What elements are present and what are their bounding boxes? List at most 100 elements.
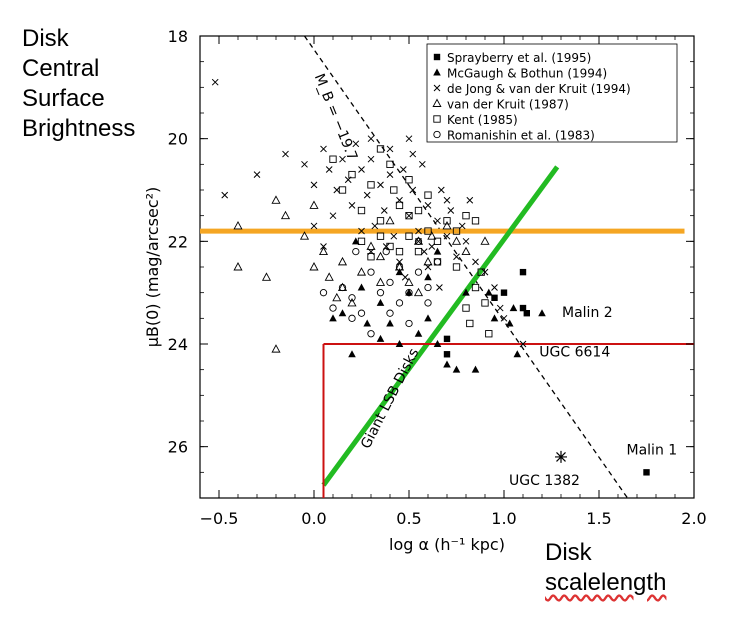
- point-square-open: [424, 191, 432, 199]
- point-triangle-open: [480, 236, 490, 245]
- legend-entry: Romanishin et al. (1983): [447, 129, 595, 143]
- x-tick-label: 0.5: [396, 509, 421, 528]
- point-square-open: [357, 206, 366, 215]
- point-x: [466, 196, 474, 204]
- reference-line: [321, 165, 560, 487]
- x-tick-label: 1.0: [491, 509, 516, 528]
- point-triangle-open: [356, 267, 367, 276]
- point-triangle-filled: [424, 273, 432, 281]
- point-x: [399, 166, 407, 173]
- point-x: [377, 181, 384, 189]
- point-triangle-open: [366, 241, 376, 250]
- point-square-open: [466, 319, 474, 328]
- point-triangle-filled: [357, 283, 366, 291]
- legend-entry: McGaugh & Bothun (1994): [447, 67, 607, 81]
- point-circle-open: [376, 289, 385, 297]
- point-circle-open: [348, 314, 356, 322]
- legend-entry: Kent (1985): [447, 113, 518, 127]
- point-square-open: [367, 253, 375, 261]
- point-circle-open: [367, 330, 375, 338]
- point-square-open: [357, 237, 366, 245]
- point-label: UGC 1382: [509, 473, 580, 489]
- point-triangle-open: [423, 256, 433, 266]
- point-triangle-open: [442, 220, 452, 230]
- point-triangle-filled: [433, 247, 442, 255]
- point-triangle-filled: [505, 319, 514, 327]
- point-x: [363, 191, 371, 199]
- point-square-open: [485, 330, 493, 338]
- point-circle-open: [395, 299, 404, 307]
- point-square-open: [386, 160, 394, 168]
- point-x: [386, 171, 394, 178]
- point-x: [481, 268, 489, 276]
- point-x: [500, 314, 508, 322]
- point-square-open: [376, 145, 385, 153]
- point-square-open: [462, 212, 470, 220]
- point-triangle-filled: [462, 288, 470, 296]
- point-triangle-filled: [386, 319, 394, 327]
- line-label: M_B = −19.7: [311, 72, 360, 163]
- point-triangle-open: [375, 277, 386, 286]
- right-side-label: Disk scalelength: [545, 538, 666, 598]
- point-triangle-open: [261, 272, 272, 281]
- point-square-open: [462, 304, 470, 312]
- right-label-line: Disk: [545, 539, 592, 566]
- point-circle-open: [405, 289, 413, 297]
- point-square-open: [477, 268, 485, 276]
- point-x: [371, 222, 379, 230]
- point-x: [405, 212, 413, 220]
- point-triangle-filled: [414, 329, 423, 337]
- point-circle-open: [424, 283, 432, 292]
- point-triangle-filled: [513, 350, 522, 358]
- point-circle-open: [348, 294, 356, 302]
- point-x: [409, 150, 417, 158]
- point-x: [415, 237, 422, 245]
- point-square-filled: [433, 53, 441, 61]
- left-label-line: Disk: [22, 25, 69, 52]
- point-square-open: [390, 186, 398, 194]
- point-asterisk: [555, 450, 567, 463]
- y-tick-label: 22: [168, 232, 188, 251]
- point-x: [418, 160, 426, 168]
- point-triangle-filled: [485, 288, 493, 296]
- left-side-label: Disk Central Surface Brightness: [22, 24, 135, 144]
- point-x: [352, 140, 360, 148]
- point-triangle-open: [271, 344, 281, 353]
- point-x: [333, 186, 341, 194]
- point-triangle-open: [299, 231, 310, 240]
- point-x: [390, 232, 398, 240]
- point-triangle-filled: [329, 314, 337, 322]
- point-x: [367, 155, 375, 163]
- point-square-open: [376, 217, 385, 225]
- point-x: [386, 145, 394, 153]
- point-triangle-filled: [452, 365, 461, 373]
- point-label: UGC 6614: [539, 344, 610, 360]
- legend-entry: Sprayberry et al. (1995): [447, 51, 591, 65]
- point-triangle-open: [332, 292, 342, 302]
- point-triangle-open: [413, 287, 424, 297]
- left-label-line: Central: [22, 55, 100, 82]
- point-triangle-open: [233, 220, 243, 230]
- right-label-line: scalelength: [545, 569, 667, 596]
- point-triangle-filled: [443, 360, 451, 368]
- point-x: [491, 284, 498, 291]
- point-x: [472, 258, 479, 266]
- x-tick-label: −0.5: [200, 509, 239, 528]
- point-x: [453, 253, 460, 261]
- point-square-filled: [523, 310, 530, 317]
- point-circle-open: [352, 247, 360, 256]
- point-circle-open: [367, 268, 375, 276]
- point-triangle-open: [309, 200, 319, 209]
- point-x: [433, 84, 441, 92]
- point-triangle-filled: [352, 237, 360, 245]
- point-triangle-open: [309, 262, 319, 271]
- point-square-filled: [491, 294, 498, 301]
- point-triangle-filled: [363, 319, 371, 327]
- y-tick-label: 20: [168, 130, 188, 149]
- point-square-open: [338, 186, 347, 194]
- point-square-filled: [500, 289, 508, 296]
- point-square-open: [414, 206, 423, 215]
- y-axis-label: μB(0) (mag/arcsec²): [143, 187, 162, 348]
- point-square-filled: [643, 469, 650, 476]
